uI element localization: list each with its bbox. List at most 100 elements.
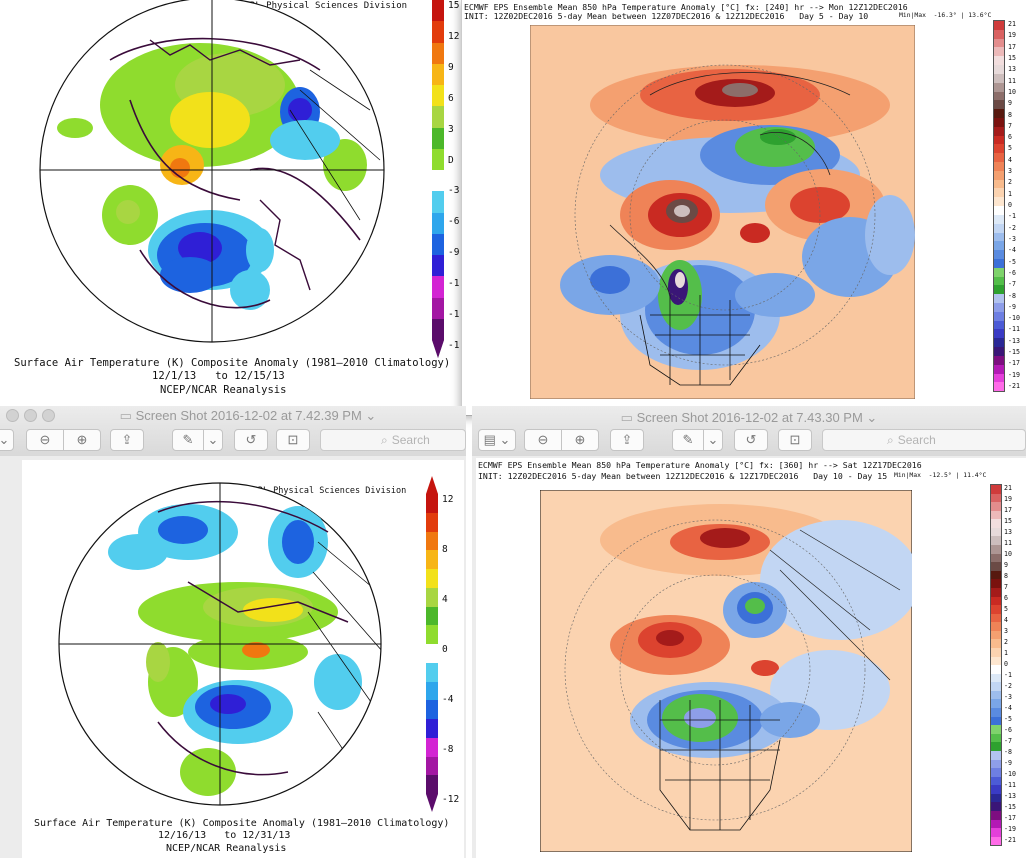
colorbar-swatch: [991, 690, 1001, 700]
ncep-polar-map: [39, 0, 385, 343]
toolbox-button[interactable]: ⊡: [276, 429, 310, 451]
colorbar-swatch: [991, 716, 1001, 726]
toolbox-button[interactable]: ⊡: [778, 429, 812, 451]
colorbar-label: -19: [1008, 370, 1020, 379]
colorbar-swatch: [994, 276, 1004, 286]
sidebar-view-button[interactable]: ▤ ⌄: [478, 429, 516, 451]
colorbar-label: -1: [1008, 212, 1016, 221]
colorbar-label: 17: [1008, 42, 1016, 51]
colorbar-label: -19: [1004, 825, 1016, 833]
colorbar-swatch: [991, 802, 1001, 811]
colorbar-swatch: [991, 639, 1001, 648]
colorbar-swatch: [991, 553, 1001, 563]
colorbar-swatch: [994, 223, 1004, 233]
colorbar-swatch: [994, 82, 1004, 92]
close-window-button[interactable]: [6, 409, 19, 422]
colorbar-swatch: [991, 536, 1001, 546]
markup-menu-button[interactable]: ⌄: [203, 429, 223, 451]
colorbar-swatch: [994, 258, 1004, 268]
share-button[interactable]: ⇪: [110, 429, 144, 451]
ncep-caption-source: NCEP/NCAR Reanalysis: [160, 384, 287, 396]
colorbar-label: 10: [1008, 87, 1016, 96]
colorbar-swatch: [432, 212, 444, 234]
colorbar-swatch: [994, 364, 1004, 374]
zoom-out-button[interactable]: ⊖: [26, 429, 64, 451]
colorbar-swatch: [432, 63, 444, 85]
colorbar-swatch: [994, 73, 1004, 83]
colorbar-label: 13: [1008, 65, 1016, 74]
colorbar-label: -1: [448, 340, 460, 351]
pen-icon: ✎: [182, 432, 194, 447]
ecmwf-colorbar-strip: [993, 20, 1005, 392]
colorbar-label: -6: [1008, 268, 1016, 277]
colorbar-label: -12: [442, 794, 460, 805]
ncep-caption-dates-2: 12/16/13 to 12/31/13: [158, 830, 291, 841]
chevron-down-icon[interactable]: ⌄: [361, 408, 377, 423]
markup-button[interactable]: ✎: [172, 429, 204, 451]
colorbar-swatch: [991, 776, 1001, 786]
colorbar-swatch: [991, 493, 1001, 503]
minimize-window-button[interactable]: [24, 409, 37, 422]
search-input[interactable]: ⌕ Search: [320, 429, 466, 451]
colorbar-swatch: [994, 162, 1004, 171]
colorbar-swatch: [426, 644, 438, 663]
colorbar-swatch: [994, 267, 1004, 277]
colorbar-label: -8: [1008, 291, 1016, 300]
colorbar-swatch: [994, 250, 1004, 259]
colorbar-label: 8: [1004, 572, 1008, 580]
bottom-left-preview-window: ▭ Screen Shot 2016-12-02 at 7.42.39 PM ⌄…: [0, 406, 466, 858]
chevron-down-icon: ⌄: [707, 432, 719, 447]
search-input[interactable]: ⌕ Search: [822, 429, 1026, 451]
colorbar-label: 6: [1008, 133, 1012, 142]
colorbar-label: -4: [1004, 704, 1012, 712]
top-right-ecmwf-panel: ECMWF EPS Ensemble Mean 850 hPa Temperat…: [461, 0, 1026, 416]
colorbar-label: -21: [1008, 382, 1020, 390]
colorbar-label: 8: [1008, 110, 1012, 119]
colorbar-swatch: [426, 512, 438, 532]
colorbar-label: 4: [1004, 616, 1008, 624]
zoom-window-button[interactable]: [42, 409, 55, 422]
top-left-ncep-panel: NOAA/ESRL Physical Sciences Division: [0, 0, 462, 405]
colorbar-swatch: [432, 21, 444, 43]
colorbar-swatch: [994, 303, 1004, 312]
markup-menu-button[interactable]: ⌄: [703, 429, 723, 451]
colorbar-swatch: [991, 708, 1001, 717]
colorbar-label: 4: [1008, 155, 1012, 164]
bottom-left-content: NOAA/ESRL Physical Sciences Division: [0, 456, 466, 858]
colorbar-label: -4: [442, 694, 454, 705]
colorbar-label: 3: [448, 123, 454, 135]
ecmwf-header-line1-2: ECMWF EPS Ensemble Mean 850 hPa Temperat…: [478, 460, 922, 470]
ncep-colorbar-labels: 15 12 9 6 3 D -3 -6 -9 -1 -1 -1: [448, 0, 462, 351]
markup-button[interactable]: ✎: [672, 429, 704, 451]
zoom-out-button[interactable]: ⊖: [524, 429, 562, 451]
chevron-down-icon[interactable]: ⌄: [862, 410, 878, 425]
colorbar-swatch: [426, 531, 438, 551]
colorbar-label: -1: [448, 309, 460, 321]
rotate-button[interactable]: ↺: [234, 429, 268, 451]
ncep-header-2: NOAA/ESRL Physical Sciences Division: [222, 486, 407, 496]
colorbar-label: 3: [1004, 627, 1008, 635]
rotate-button[interactable]: ↺: [734, 429, 768, 451]
ecmwf-header-line2: INIT: 12Z02DEC2016 5-day Mean between 12…: [464, 11, 869, 21]
colorbar-label: 4: [442, 594, 448, 605]
colorbar-swatch: [426, 681, 438, 701]
colorbar-swatch: [994, 206, 1004, 215]
colorbar-label: 13: [1004, 528, 1012, 536]
colorbar-swatch: [991, 579, 1001, 588]
colorbar-label: 19: [1004, 495, 1012, 503]
sidebar-view-button[interactable]: ⌄: [0, 429, 14, 451]
bottom-left-toolbar: ▭ Screen Shot 2016-12-02 at 7.42.39 PM ⌄…: [0, 406, 466, 457]
zoom-in-button[interactable]: ⊕: [63, 429, 101, 451]
colorbar-swatch: [994, 179, 1004, 189]
colorbar-swatch: [994, 100, 1004, 110]
chevron-down-icon: ⌄: [0, 432, 10, 447]
colorbar-swatch: [991, 810, 1001, 820]
colorbar-label: 0: [1008, 201, 1012, 209]
colorbar-label: 21: [1004, 484, 1012, 492]
colorbar-swatch: [991, 605, 1001, 614]
colorbar-swatch: [432, 318, 444, 340]
bottom-right-toolbar: ▭ Screen Shot 2016-12-02 at 7.43.30 PM ⌄…: [472, 406, 1026, 457]
colorbar-swatch: [994, 126, 1004, 136]
share-button[interactable]: ⇪: [610, 429, 644, 451]
zoom-in-button[interactable]: ⊕: [561, 429, 599, 451]
